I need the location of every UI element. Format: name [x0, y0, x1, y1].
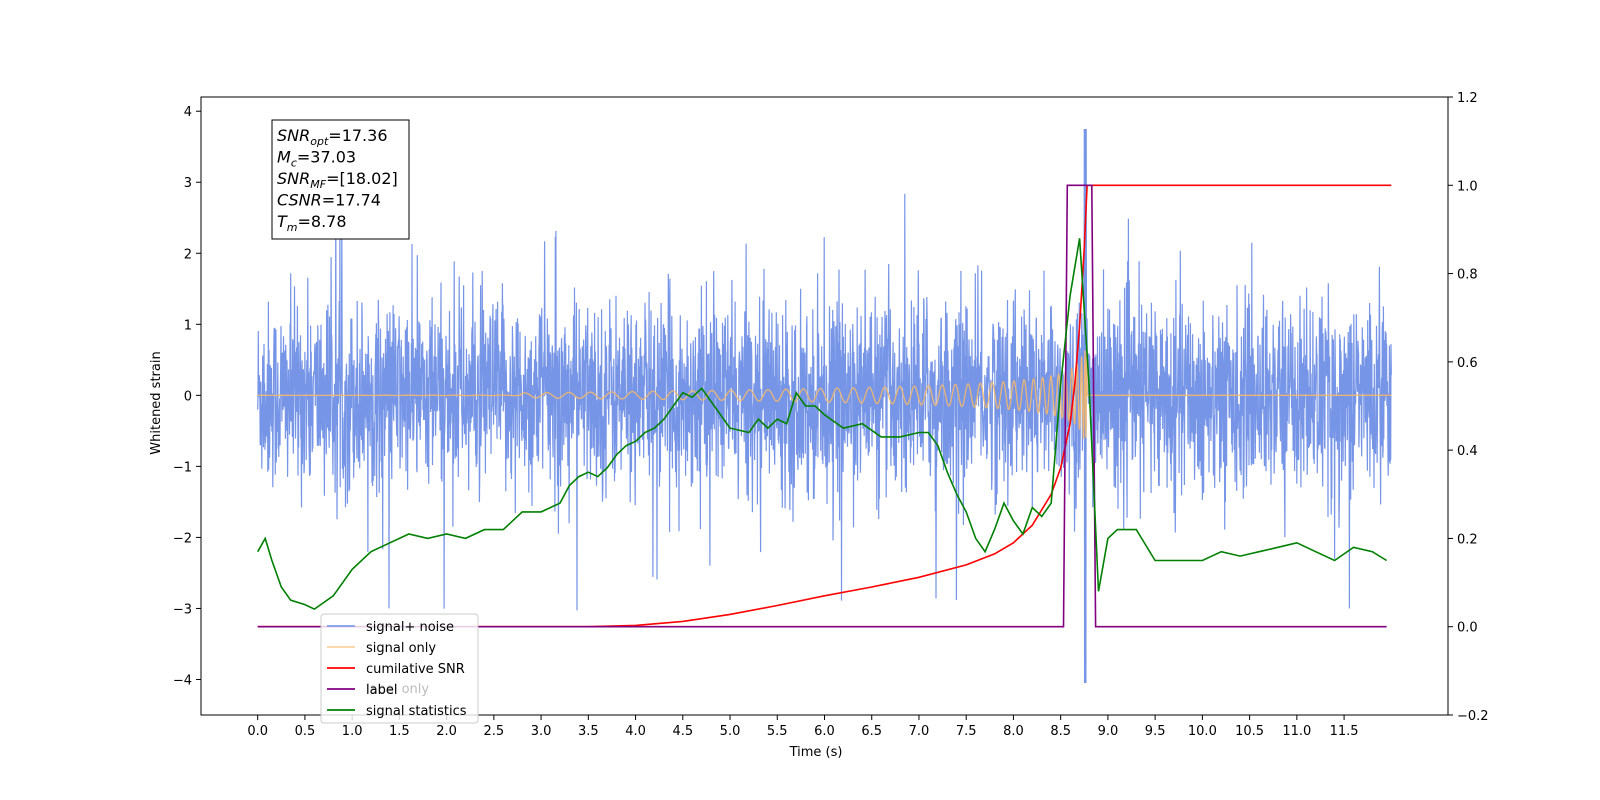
x-tick-label: 3.0 [531, 724, 552, 739]
legend-label: signal+ noise [366, 620, 454, 635]
y-tick-label: 0 [184, 389, 192, 404]
x-tick-label: 1.5 [389, 724, 410, 739]
series-signal-statistics [257, 238, 1388, 611]
x-tick-label: 8.0 [1003, 724, 1024, 739]
x-tick-label: 6.0 [814, 724, 835, 739]
annotation-line: Mc=37.03 [277, 148, 356, 170]
y2-tick-label: 0.8 [1457, 268, 1478, 283]
y2-tick-label: 0.4 [1457, 444, 1478, 459]
annotation-line: SNRMF=[18.02] [277, 169, 398, 191]
legend: label only signal+ noise signal only cumila… [320, 613, 479, 724]
legend-label: label [366, 683, 397, 698]
y-tick-label: −1 [173, 460, 192, 475]
y2-tick-label: 1.2 [1457, 91, 1478, 106]
x-tick-label: 11.0 [1282, 724, 1311, 739]
y-tick-label: −4 [173, 673, 192, 688]
x-tick-label: 7.5 [956, 724, 977, 739]
x-tick-label: 1.0 [342, 724, 363, 739]
x-tick-label: 8.5 [1050, 724, 1071, 739]
annotation-line: SNRopt=17.36 [277, 126, 388, 148]
series-signal-noise [257, 128, 1392, 684]
annotation-line: Tm=8.78 [277, 212, 347, 234]
annotation-box: SNRopt=17.36Mc=37.03SNRMF=[18.02]CSNR=17… [271, 119, 410, 240]
legend-label: cumilative SNR [366, 662, 465, 677]
annotation-line: CSNR=17.74 [277, 191, 381, 210]
y2-tick-label: 0.6 [1457, 356, 1478, 371]
y-axis-label: Whitened strain [149, 351, 164, 454]
x-tick-label: 3.5 [578, 724, 599, 739]
series-signal-only [257, 350, 1392, 439]
x-tick-label: 10.5 [1235, 724, 1264, 739]
x-tick-label: 9.0 [1098, 724, 1119, 739]
x-tick-label: 2.0 [436, 724, 457, 739]
x-tick-label: 2.5 [484, 724, 505, 739]
x-tick-label: 5.0 [720, 724, 741, 739]
y2-tick-label: 0.2 [1457, 532, 1478, 547]
series-cumulative-snr [257, 184, 1392, 628]
y-tick-label: 1 [184, 318, 192, 333]
x-tick-label: 4.0 [625, 724, 646, 739]
x-axis-label: Time (s) [789, 745, 843, 760]
x-tick-label: 6.5 [861, 724, 882, 739]
x-tick-label: 9.5 [1145, 724, 1166, 739]
x-tick-label: 11.5 [1330, 724, 1359, 739]
x-tick-label: 7.0 [909, 724, 930, 739]
y2-tick-label: 1.0 [1457, 179, 1478, 194]
y-tick-label: −2 [173, 531, 192, 546]
y-tick-label: 4 [184, 105, 192, 120]
x-tick-label: 4.5 [672, 724, 693, 739]
legend-label: signal statistics [366, 704, 467, 719]
y2-tick-label: −0.2 [1457, 709, 1489, 724]
y-tick-label: 3 [184, 176, 192, 191]
legend-ghost-label: label only [366, 682, 429, 697]
y-tick-label: 2 [184, 247, 192, 262]
x-tick-label: 0.0 [247, 724, 268, 739]
x-tick-label: 10.0 [1188, 724, 1217, 739]
x-tick-label: 5.5 [767, 724, 788, 739]
legend-label: signal only [366, 641, 436, 656]
series-label [257, 184, 1387, 628]
x-tick-label: 0.5 [295, 724, 316, 739]
y-tick-label: −3 [173, 602, 192, 617]
y2-tick-label: 0.0 [1457, 621, 1478, 636]
